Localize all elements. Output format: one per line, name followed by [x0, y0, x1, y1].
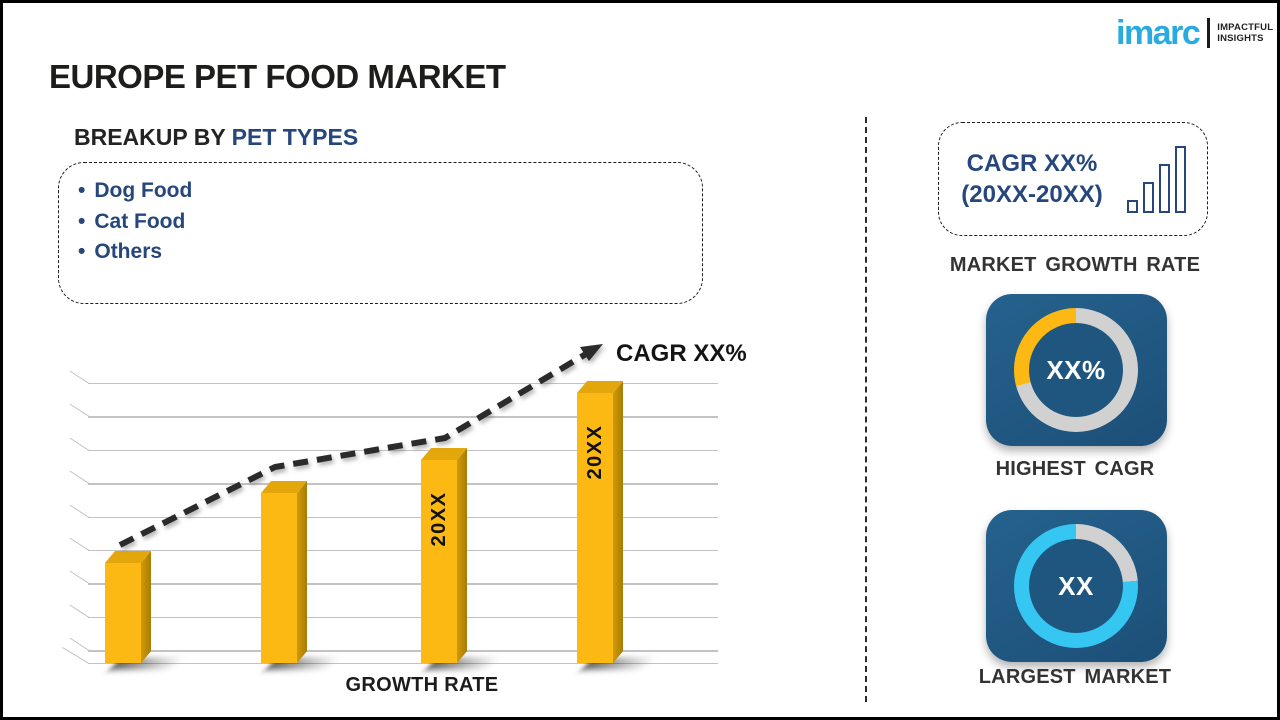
logo-tagline: IMPACTFUL INSIGHTS	[1217, 22, 1273, 44]
vertical-dashed-divider	[865, 117, 867, 702]
largest-market-value: XX	[1058, 570, 1094, 601]
imarc-logo: imarc IMPACTFUL INSIGHTS	[1116, 16, 1273, 50]
bar-4: 20XX	[577, 381, 657, 670]
largest-market-donut-hole: XX	[1029, 539, 1123, 633]
bar-1	[105, 551, 185, 670]
logo-tagline-line2: INSIGHTS	[1217, 33, 1264, 44]
bar-chart-icon-bar3	[1159, 164, 1170, 213]
bar-chart-icon-bar4	[1175, 146, 1186, 213]
x-axis-label: GROWTH RATE	[345, 674, 499, 696]
bar-year-label: 20XX	[584, 424, 606, 480]
bar-chart-icon-bar1	[1127, 200, 1138, 213]
page-title: EUROPE PET FOOD MARKET	[49, 58, 506, 95]
market-growth-rate-caption: MARKET GROWTH RATE	[949, 254, 1201, 276]
breakup-heading: BREAKUP BY PET TYPES	[74, 124, 358, 151]
logo-tagline-line1: IMPACTFUL	[1217, 22, 1274, 33]
breakup-item: Cat Food	[78, 207, 702, 238]
bar-chart-icon-bar2	[1143, 182, 1154, 213]
breakup-list: Dog FoodCat FoodOthers	[59, 163, 702, 268]
bar-front-face	[261, 493, 297, 663]
largest-market-caption: LARGEST MARKET	[978, 666, 1172, 688]
bar-year-label: 20XX	[428, 491, 450, 547]
highest-cagr-value: XX%	[1046, 354, 1106, 385]
breakup-list-box: Dog FoodCat FoodOthers	[58, 162, 703, 304]
gridline	[88, 550, 718, 552]
highest-cagr-donut-hole: XX%	[1029, 323, 1123, 417]
imarc-logo-wordmark: imarc	[1116, 14, 1201, 52]
growth-box-text: CAGR XX% (20XX-20XX)	[947, 148, 1117, 210]
logo-divider	[1207, 18, 1211, 48]
bar-side-face	[457, 448, 467, 663]
bar-chart-icon	[1127, 146, 1186, 213]
growth-box-line1: CAGR XX%	[966, 150, 1098, 177]
chart-cagr-label: CAGR XX%	[616, 340, 747, 367]
largest-market-tile: XX	[986, 510, 1167, 662]
chart-bars: 20XX 20XX	[60, 340, 750, 715]
breakup-heading-prefix: BREAKUP BY	[74, 124, 226, 150]
highest-cagr-caption: HIGHEST CAGR	[995, 458, 1155, 480]
bar-3: 20XX	[421, 448, 501, 670]
gridline	[88, 616, 718, 619]
growth-box-line2: (20XX-20XX)	[961, 181, 1103, 208]
breakup-heading-highlight: PET TYPES	[231, 124, 359, 150]
bar-2	[261, 481, 341, 670]
bar-front-face	[105, 563, 141, 663]
chart-floor-line	[88, 663, 718, 665]
highest-cagr-donut: XX%	[1014, 308, 1138, 432]
growth-rate-bar-chart: 20XX 20XX CAGR XX% GROWTH RATE	[60, 340, 750, 715]
gridline	[88, 650, 718, 652]
breakup-item: Others	[78, 237, 702, 268]
gridline	[88, 583, 718, 585]
largest-market-donut: XX	[1014, 524, 1138, 648]
market-growth-rate-box: CAGR XX% (20XX-20XX)	[938, 122, 1208, 236]
bar-side-face	[297, 481, 307, 663]
highest-cagr-tile: XX%	[986, 294, 1167, 446]
bar-side-face	[613, 381, 623, 663]
bar-side-face	[141, 551, 151, 663]
breakup-item: Dog Food	[78, 176, 702, 207]
